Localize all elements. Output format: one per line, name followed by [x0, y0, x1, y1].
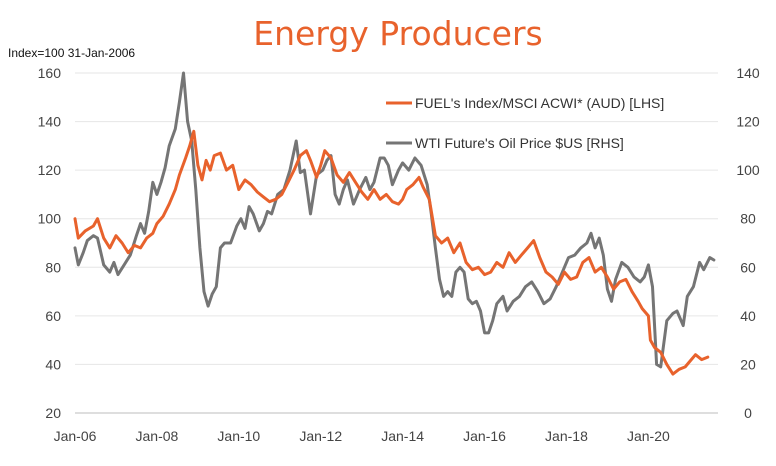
axis-tick-labels: 20 40 60 80 100 120 140 160 0 20 40 60 80 100 120 140 Ja…	[38, 65, 760, 444]
series-line-fuel-index	[73, 129, 710, 376]
legend-item-fuel-index-label: FUEL's Index/MSCI ACWI* (AUD) [LHS]	[415, 95, 664, 111]
right-axis-tick-label: 140	[736, 65, 760, 81]
left-axis-tick-label: 60	[45, 308, 61, 324]
right-axis-tick-label: 80	[740, 211, 756, 227]
left-axis-tick-label: 160	[38, 65, 62, 81]
legend: FUEL's Index/MSCI ACWI* (AUD) [LHS] WTI F…	[386, 95, 664, 151]
left-axis-tick-label: 100	[38, 211, 62, 227]
left-axis-tick-label: 40	[45, 356, 61, 372]
x-axis-tick-label: Jan-10	[217, 428, 260, 444]
x-axis-tick-label: Jan-12	[299, 428, 342, 444]
right-axis-tick-label: 100	[736, 162, 760, 178]
right-axis-tick-label: 0	[744, 405, 752, 421]
left-axis-tick-label: 140	[38, 114, 62, 130]
left-axis-tick-label: 20	[45, 405, 61, 421]
series-lines	[73, 71, 716, 376]
legend-item-wti-oil-price-label: WTI Future's Oil Price $US [RHS]	[415, 135, 624, 151]
right-axis-tick-label: 60	[740, 259, 756, 275]
x-axis-tick-label: Jan-18	[545, 428, 588, 444]
chart-subtitle: Index=100 31-Jan-2006	[8, 46, 135, 60]
right-axis-tick-label: 40	[740, 308, 756, 324]
x-axis-tick-label: Jan-20	[627, 428, 670, 444]
right-axis-tick-label: 20	[740, 356, 756, 372]
right-axis-tick-label: 120	[736, 114, 760, 130]
left-axis-tick-label: 120	[38, 162, 62, 178]
left-axis-tick-label: 80	[45, 259, 61, 275]
series-line-wti-oil-price	[73, 71, 716, 369]
x-axis-tick-label: Jan-08	[136, 428, 179, 444]
x-axis-tick-label: Jan-16	[463, 428, 506, 444]
x-axis-tick-label: Jan-14	[381, 428, 424, 444]
x-axis-tick-label: Jan-06	[54, 428, 97, 444]
chart-title: Energy Producers	[253, 14, 542, 53]
